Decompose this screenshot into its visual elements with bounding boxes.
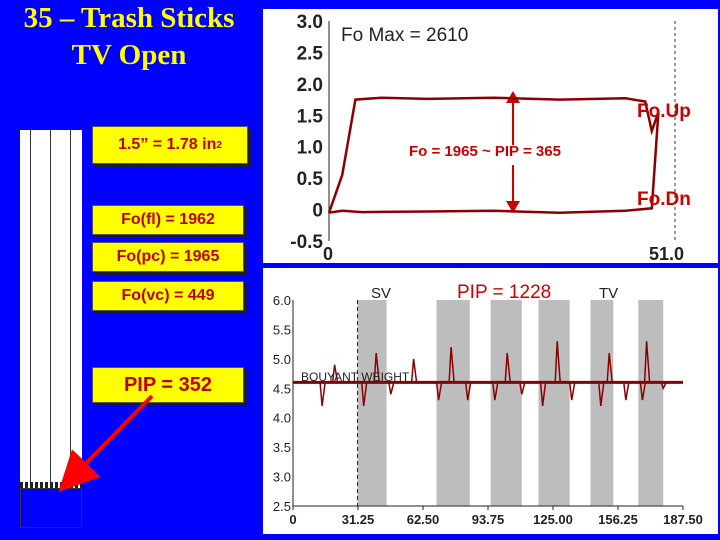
stroke-band [357,300,387,506]
bot-xtick-label: 156.25 [598,512,638,527]
top-ytick-label: 0 [312,201,323,222]
bot-xtick-label: 125.00 [533,512,573,527]
top-xtick-0: 0 [323,244,333,263]
fo-up-annotation: Fo.Up [637,101,691,122]
bot-ytick-label: 4.0 [273,411,291,426]
fluid-column [20,488,82,528]
fo-dn-annotation: Fo.Dn [637,189,691,210]
bot-ytick-label: 2.5 [273,499,291,514]
top-arrow-down-head [506,201,520,213]
tv-annotation: TV [599,285,618,302]
stroke-band [436,300,470,506]
stroke-band [638,300,664,506]
top-ytick-label: 3.0 [297,12,323,33]
dyno-card-svg: 3.02.52.01.51.00.50-0.5 Fo Max = 2610 Fo… [290,12,691,264]
trace-chart: 6.0 5.5 5.0 4.5 4.0 3.5 3.0 2.5 0 31.25 62.50 93.75… [263,268,718,534]
bot-ytick-label: 5.0 [273,352,291,367]
dyno-card-chart: 3.0 2.5 2.0 1.5 1.0 0.5 0 -0.5 Fo Max = 2610 Fo… [263,9,718,264]
slide-title-line1: 35 – Trash Sticks [23,2,235,34]
fo-pc-label: Fo(pc) = 1965 [92,242,244,272]
pip-trace-annotation: PIP = 1228 [457,282,551,303]
sv-annotation: SV [371,285,391,302]
bot-ytick-label: 5.5 [273,322,291,337]
stroke-band [490,300,522,506]
bot-xtick-label: 93.75 [472,512,505,527]
top-xtick-1: 51.0 [649,244,684,263]
diameter-label: 1.5” = 1.78 in 2 [92,126,248,164]
slide-title: 35 – Trash Sticks TV Open [0,0,258,74]
top-ytick-label: 0.5 [297,169,324,190]
top-ytick-label: 2.0 [297,75,323,96]
bot-xtick-label: 187.50 [663,512,703,527]
fo-fl-label: Fo(fl) = 1962 [92,205,244,235]
fo-max-annotation: Fo Max = 2610 [341,25,468,46]
fo-vc-label: Fo(vc) = 449 [92,281,244,311]
trace-svg: 6.0 5.5 5.0 4.5 4.0 3.5 3.0 2.50 31.25 62.50 93.75… [273,282,703,527]
slide-title-line2: TV Open [71,39,187,71]
pressure-trace [293,341,683,406]
bot-xtick-label: 62.50 [407,512,440,527]
bot-xtick-label: 31.25 [342,512,375,527]
top-ytick-label: -0.5 [290,232,323,253]
top-ytick-label: 1.0 [297,138,323,159]
fo-pip-annotation: Fo = 1965 ~ PIP = 365 [409,143,561,160]
bot-ytick-label: 3.0 [273,470,291,485]
top-arrow-up-head [506,91,520,103]
bot-ytick-label: 6.0 [273,293,291,308]
top-ytick-label: 2.5 [297,43,324,64]
bot-ytick-label: 4.5 [273,381,291,396]
dyno-card-trace [327,96,660,214]
bot-ytick-label: 3.5 [273,440,291,455]
top-ytick-label: 1.5 [297,106,324,127]
bot-xtick-label: 0 [289,512,296,527]
pip-label: PIP = 352 [92,367,244,403]
valve-seat [20,482,82,488]
bouyant-annotation: BOUYANT WEIGHT [301,370,410,384]
